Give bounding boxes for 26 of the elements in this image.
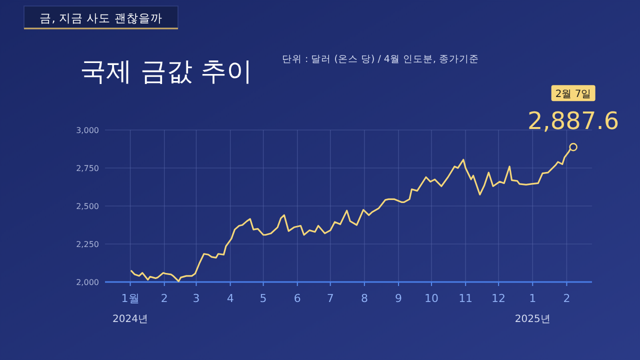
- annotation: 2,887.6: [528, 107, 620, 136]
- x-tick-label: 11: [458, 292, 473, 305]
- y-tick-label: 2,750: [76, 164, 99, 173]
- x-tick-label: 6: [294, 292, 301, 305]
- y-tick-label: 3,000: [76, 126, 99, 135]
- text: 2025년: [514, 314, 550, 325]
- x-tick-label: 9: [395, 292, 402, 305]
- x-tick-label: 5: [260, 292, 267, 305]
- y-tick-label: 2,250: [76, 240, 99, 249]
- x-tick-label: 4: [226, 292, 234, 305]
- x-tick-label: 1: [529, 292, 536, 305]
- y-tick-label: 2,500: [76, 202, 99, 211]
- y-tick-label: 2,000: [76, 278, 99, 287]
- chart-title: 국제 금값 추이: [80, 57, 253, 87]
- x-tick-label: 7: [326, 292, 334, 305]
- x-tick-label: 1월: [121, 292, 140, 305]
- x-tick-label: 3: [192, 292, 200, 305]
- x-tick-label: 12: [492, 292, 506, 305]
- text: 2월 7일: [555, 89, 592, 100]
- chart-subtitle: 단위 : 달러 (온스 당) / 4월 인도분, 종가기준: [282, 54, 480, 65]
- x-tick-label: 2: [160, 292, 168, 305]
- x-tick-label: 10: [424, 292, 438, 305]
- text: 2024년: [112, 314, 148, 325]
- x-tick-label: 8: [360, 292, 368, 305]
- x-tick-label: 2: [563, 292, 570, 305]
- text: 금, 지금 사도 괜찮을까: [40, 11, 162, 25]
